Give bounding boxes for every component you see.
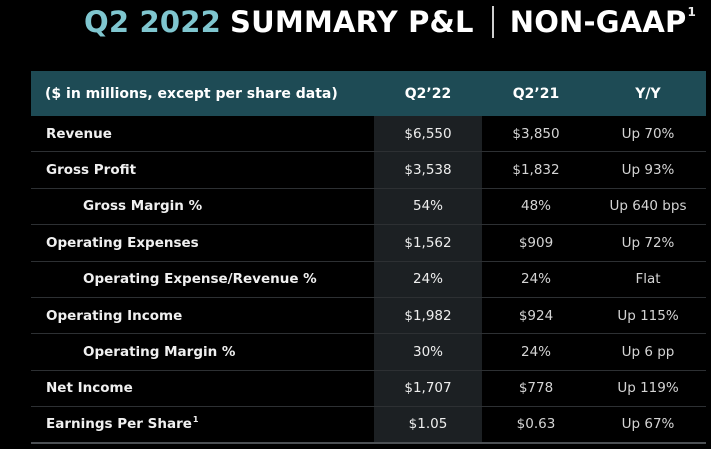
header-q22: Q2’22 <box>404 85 452 102</box>
row-yy-value: Up 72% <box>621 234 675 251</box>
table-row-operating-income: Operating Income $1,982 $924 Up 115% <box>31 297 706 335</box>
row-q22-value: $1.05 <box>374 407 482 442</box>
title-period: Q2 2022 <box>84 5 222 39</box>
row-yy-value: Up 93% <box>621 162 675 179</box>
header-label: ($ in millions, except per share data) <box>45 85 338 102</box>
summary-pl-table: ($ in millions, except per share data) Q… <box>31 71 706 444</box>
table-row-operating-expenses: Operating Expenses $1,562 $909 Up 72% <box>31 225 706 262</box>
title-non-gaap: NON-GAAP <box>509 5 687 39</box>
table-row-gross-profit: Gross Profit $3,538 $1,832 Up 93% <box>31 152 706 189</box>
row-q22-value: 24% <box>374 261 482 297</box>
row-yy-value: Up 67% <box>621 416 675 433</box>
table-row-gross-margin: Gross Margin % 54% 48% Up 640 bps <box>31 188 706 226</box>
row-yy-value: Flat <box>635 271 661 288</box>
row-label: Net Income <box>46 380 133 397</box>
row-q22-value: $1,562 <box>374 225 482 261</box>
table-row-revenue: Revenue $6,550 $3,850 Up 70% <box>31 116 706 153</box>
row-q21-value: $909 <box>518 234 554 251</box>
row-q22-value: $3,538 <box>374 152 482 188</box>
row-q21-value: 48% <box>520 198 551 215</box>
row-yy-value: Up 6 pp <box>621 344 675 361</box>
row-q22-value: 30% <box>374 334 482 370</box>
row-q22-value: $1,707 <box>374 370 482 407</box>
title-footnote-marker: 1 <box>687 5 697 19</box>
row-q22-value: 54% <box>374 188 482 225</box>
row-q21-value: 24% <box>520 271 551 288</box>
table-row-operating-margin: Operating Margin % 30% 24% Up 6 pp <box>31 334 706 371</box>
header-yy: Y/Y <box>635 85 661 102</box>
title-divider <box>491 6 494 38</box>
row-yy-value: Up 115% <box>617 307 679 324</box>
row-yy-value: Up 119% <box>617 380 679 397</box>
row-label: Operating Expense/Revenue % <box>83 271 317 288</box>
row-q22-value: $1,982 <box>374 297 482 334</box>
row-label: Operating Income <box>46 307 183 324</box>
table-row-opex-revenue: Operating Expense/Revenue % 24% 24% Flat <box>31 261 706 298</box>
eps-footnote-marker: 1 <box>192 414 199 424</box>
row-q22-value: $6,550 <box>374 116 482 152</box>
row-q21-value: 24% <box>520 344 551 361</box>
slide-title: Q2 2022 SUMMARY P&L NON-GAAP 1 <box>84 0 696 44</box>
row-label: Operating Expenses <box>46 234 199 251</box>
row-label-eps: Earnings Per Share 1 <box>31 407 374 441</box>
row-q21-value: $778 <box>518 380 554 397</box>
row-q21-value: $0.63 <box>516 416 556 433</box>
row-q21-value: $1,832 <box>512 162 560 179</box>
row-label: Gross Margin % <box>83 198 203 215</box>
header-q21: Q2’21 <box>512 85 560 102</box>
row-label: Gross Profit <box>46 162 137 179</box>
row-label: Operating Margin % <box>83 344 236 361</box>
table-row-net-income: Net Income $1,707 $778 Up 119% <box>31 370 706 408</box>
row-label: Revenue <box>46 125 112 142</box>
row-yy-value: Up 640 bps <box>609 198 687 215</box>
title-main: SUMMARY P&L <box>230 5 474 39</box>
row-q21-value: $3,850 <box>512 125 560 142</box>
row-label: Earnings Per Share <box>46 416 192 433</box>
row-q21-value: $924 <box>518 307 554 324</box>
row-yy-value: Up 70% <box>621 125 675 142</box>
table-header-row: ($ in millions, except per share data) Q… <box>31 71 706 116</box>
table-row-eps: Earnings Per Share 1 $1.05 $0.63 Up 67% <box>31 407 706 444</box>
